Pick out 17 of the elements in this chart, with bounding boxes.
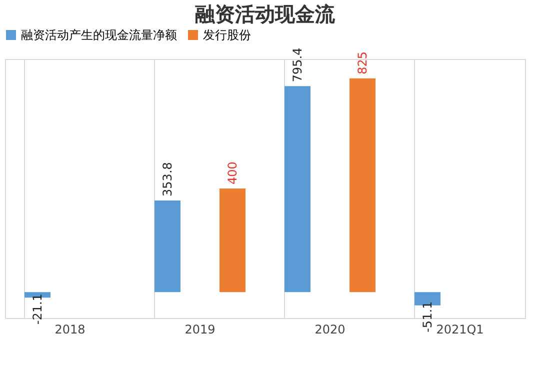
x-tick-label: 2020 xyxy=(314,322,346,336)
data-label: -51.1 xyxy=(420,301,434,332)
data-label: -21.1 xyxy=(30,294,44,325)
data-label: 825 xyxy=(356,52,370,74)
legend-label: 发行股份 xyxy=(203,28,251,42)
bar xyxy=(154,200,180,292)
data-label: 795.4 xyxy=(290,48,304,82)
bar xyxy=(284,86,310,292)
bar xyxy=(220,188,246,292)
x-tick-label: 2019 xyxy=(184,322,216,336)
chart-title: 融资活动现金流 xyxy=(195,2,336,26)
x-tick-label: 2021Q1 xyxy=(436,322,484,336)
legend-label: 融资活动产生的现金流量净额 xyxy=(21,28,177,42)
bar xyxy=(350,78,376,292)
x-tick-label: 2018 xyxy=(54,322,86,336)
data-label: 353.8 xyxy=(160,162,174,196)
data-label: 400 xyxy=(226,162,240,184)
